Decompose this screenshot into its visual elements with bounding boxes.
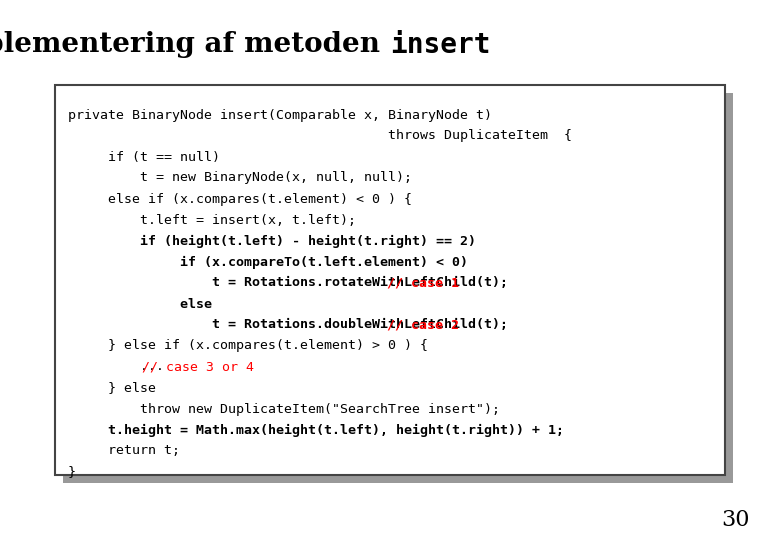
Text: // case 3 or 4: // case 3 or 4 bbox=[142, 361, 254, 374]
Text: if (height(t.left) - height(t.right) == 2): if (height(t.left) - height(t.right) == … bbox=[68, 234, 476, 247]
Text: ...: ... bbox=[68, 361, 172, 374]
Text: } else if (x.compares(t.element) > 0 ) {: } else if (x.compares(t.element) > 0 ) { bbox=[68, 340, 428, 353]
Text: t.height = Math.max(height(t.left), height(t.right)) + 1;: t.height = Math.max(height(t.left), heig… bbox=[68, 423, 564, 436]
Text: t = Rotations.rotateWithLeftChild(t);: t = Rotations.rotateWithLeftChild(t); bbox=[68, 276, 516, 289]
Text: 30: 30 bbox=[722, 509, 750, 531]
Text: // case 2: // case 2 bbox=[387, 319, 459, 332]
Text: t = new BinaryNode(x, null, null);: t = new BinaryNode(x, null, null); bbox=[68, 172, 412, 185]
Text: t.left = insert(x, t.left);: t.left = insert(x, t.left); bbox=[68, 213, 356, 226]
Text: insert: insert bbox=[390, 31, 491, 59]
Text: if (x.compareTo(t.left.element) < 0): if (x.compareTo(t.left.element) < 0) bbox=[68, 255, 468, 268]
Text: t = Rotations.doubleWithLeftChild(t);: t = Rotations.doubleWithLeftChild(t); bbox=[68, 319, 516, 332]
Text: Implementering af metoden: Implementering af metoden bbox=[0, 31, 390, 58]
Text: if (t == null): if (t == null) bbox=[68, 151, 220, 164]
Text: else if (x.compares(t.element) < 0 ) {: else if (x.compares(t.element) < 0 ) { bbox=[68, 192, 412, 206]
Text: } else: } else bbox=[68, 381, 156, 395]
Text: }: } bbox=[68, 465, 76, 478]
Text: return t;: return t; bbox=[68, 444, 180, 457]
Text: else: else bbox=[68, 298, 212, 310]
Text: throws DuplicateItem  {: throws DuplicateItem { bbox=[68, 130, 572, 143]
Polygon shape bbox=[63, 93, 733, 483]
Text: private BinaryNode insert(Comparable x, BinaryNode t): private BinaryNode insert(Comparable x, … bbox=[68, 109, 492, 122]
Polygon shape bbox=[55, 85, 725, 475]
Text: // case 1: // case 1 bbox=[387, 276, 459, 289]
Text: throw new DuplicateItem("SearchTree insert");: throw new DuplicateItem("SearchTree inse… bbox=[68, 402, 500, 415]
